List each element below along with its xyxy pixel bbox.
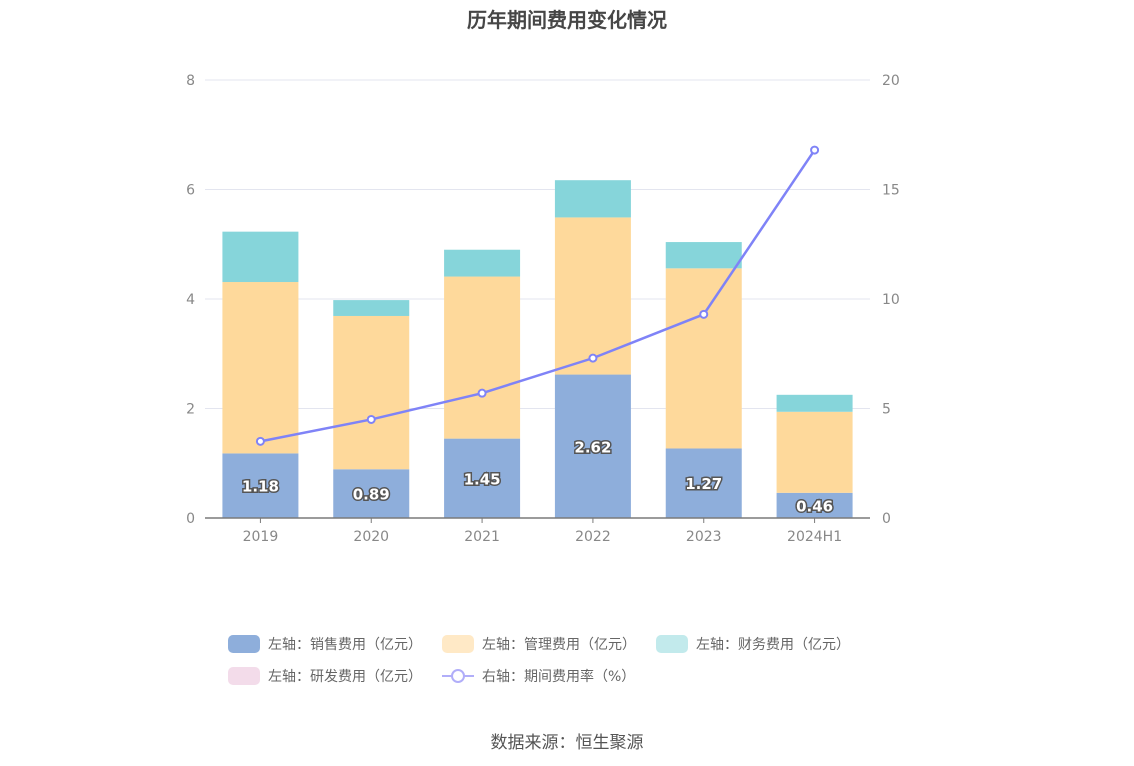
bar-value-label: 1.45 bbox=[464, 470, 501, 488]
legend-item-admin[interactable]: 左轴：管理费用（亿元） bbox=[442, 634, 636, 654]
bar-segment bbox=[333, 300, 410, 316]
legend-swatch-sales bbox=[228, 635, 260, 653]
legend-swatch-rd bbox=[228, 667, 260, 685]
rate-point bbox=[255, 436, 265, 446]
bar-segment bbox=[333, 469, 410, 518]
bar-value-label: 0.46 bbox=[796, 497, 833, 515]
bar-segment bbox=[776, 394, 853, 412]
rate-line bbox=[260, 149, 816, 443]
legend-item-rd[interactable]: 左轴：研发费用（亿元） bbox=[228, 666, 422, 686]
bar-segment bbox=[776, 492, 853, 518]
left-tick-label: 8 bbox=[186, 73, 195, 89]
data-source: 数据来源：恒生聚源 bbox=[490, 733, 644, 753]
bar-segment bbox=[665, 448, 742, 518]
chart-title: 历年期间费用变化情况 bbox=[467, 8, 667, 32]
bar-segment bbox=[554, 180, 631, 218]
x-tick-label: 2019 bbox=[243, 529, 279, 545]
bar-segment bbox=[222, 282, 299, 454]
data-labels-layer: 1.18 0.89 1.45 2.62 1.27 0.46 bbox=[240, 437, 834, 517]
rate-point bbox=[366, 414, 376, 424]
left-tick-label: 0 bbox=[186, 511, 195, 527]
legend-label-finance: 左轴：财务费用（亿元） bbox=[696, 637, 850, 653]
bar-segment bbox=[222, 231, 299, 283]
rate-line-layer bbox=[255, 145, 820, 446]
right-tick-label: 5 bbox=[882, 402, 891, 418]
right-axis-ticks: 0 5 10 15 20 bbox=[882, 73, 900, 527]
bar-segment bbox=[444, 438, 521, 518]
bar-segment bbox=[222, 453, 299, 518]
legend-swatch-rate bbox=[442, 667, 474, 685]
rate-point bbox=[810, 145, 820, 155]
rate-point bbox=[699, 309, 709, 319]
legend-label-sales: 左轴：销售费用（亿元） bbox=[268, 637, 422, 653]
legend-item-finance[interactable]: 左轴：财务费用（亿元） bbox=[656, 634, 850, 654]
x-tick-label: 2021 bbox=[464, 529, 500, 545]
x-tick-label: 2024H1 bbox=[787, 529, 842, 545]
legend-item-rate[interactable]: 右轴：期间费用率（%） bbox=[442, 666, 635, 686]
legend: 左轴：销售费用（亿元） 左轴：管理费用（亿元） 左轴：财务费用（亿元） 左轴：研… bbox=[228, 628, 928, 692]
x-tick-label: 2022 bbox=[575, 529, 611, 545]
legend-row-1: 左轴：销售费用（亿元） 左轴：管理费用（亿元） 左轴：财务费用（亿元） bbox=[228, 628, 928, 660]
bar-segment bbox=[776, 411, 853, 493]
right-tick-label: 10 bbox=[882, 292, 900, 308]
rate-point bbox=[477, 388, 487, 398]
bar-value-label: 0.89 bbox=[353, 486, 390, 504]
bar-segment bbox=[333, 315, 410, 470]
left-tick-label: 6 bbox=[186, 183, 195, 199]
bars-layer bbox=[222, 180, 853, 518]
bar-segment bbox=[554, 374, 631, 518]
legend-row-2: 左轴：研发费用（亿元） 右轴：期间费用率（%） bbox=[228, 660, 928, 692]
bar-segment bbox=[444, 249, 521, 277]
legend-swatch-finance bbox=[656, 635, 688, 653]
bar-value-label: 2.62 bbox=[574, 438, 611, 456]
left-tick-label: 4 bbox=[186, 292, 195, 308]
x-tick-label: 2020 bbox=[353, 529, 389, 545]
legend-label-rd: 左轴：研发费用（亿元） bbox=[268, 669, 422, 685]
chart-plot: 0 2 4 6 8 0 5 10 15 20 2019 2020 2021 2022 2023 2024H… bbox=[186, 73, 900, 545]
right-tick-label: 0 bbox=[882, 511, 891, 527]
x-tick-label: 2023 bbox=[686, 529, 722, 545]
left-axis-ticks: 0 2 4 6 8 bbox=[186, 73, 195, 527]
rate-point bbox=[588, 353, 598, 363]
x-axis: 2019 2020 2021 2022 2023 2024H1 bbox=[205, 517, 870, 545]
legend-label-rate: 右轴：期间费用率（%） bbox=[482, 669, 636, 685]
right-tick-label: 15 bbox=[882, 183, 900, 199]
left-tick-label: 2 bbox=[186, 402, 195, 418]
bar-value-label: 1.27 bbox=[685, 475, 722, 493]
legend-swatch-admin bbox=[442, 635, 474, 653]
bar-value-label: 1.18 bbox=[242, 478, 279, 496]
bar-segment bbox=[554, 217, 631, 375]
bar-segment bbox=[665, 268, 742, 449]
legend-label-admin: 左轴：管理费用（亿元） bbox=[482, 637, 636, 653]
right-tick-label: 20 bbox=[882, 73, 900, 89]
bar-segment bbox=[665, 242, 742, 269]
legend-item-sales[interactable]: 左轴：销售费用（亿元） bbox=[228, 634, 422, 654]
bar-segment bbox=[444, 276, 521, 439]
grid-lines bbox=[205, 79, 870, 409]
